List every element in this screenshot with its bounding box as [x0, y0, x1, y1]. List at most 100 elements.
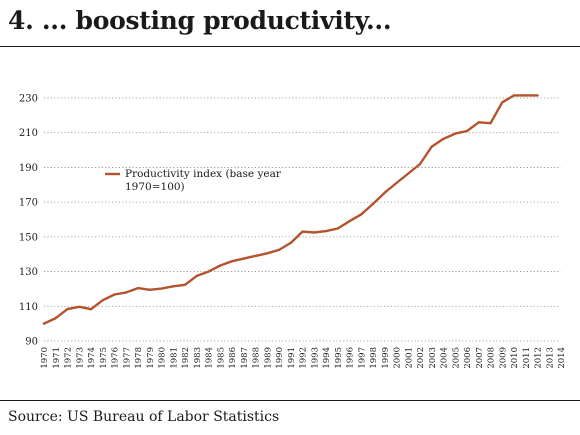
- x-axis-ticks: 1970 1971 1972 1973 1974 1975 1976 1977 1978 1979…: [40, 347, 567, 369]
- x-tick-label-1985: 1985: [216, 347, 226, 369]
- data-point-2010: [512, 94, 516, 97]
- data-point-2004: [442, 137, 445, 140]
- source-note: Source: US Bureau of Labor Statistics: [8, 409, 280, 425]
- data-point-1989: [266, 252, 269, 255]
- data-point-1996: [348, 220, 351, 223]
- x-tick-label-1997: 1997: [357, 347, 367, 369]
- data-point-1997: [360, 213, 363, 216]
- data-point-1994: [324, 230, 328, 233]
- x-tick-label-1994: 1994: [322, 347, 332, 369]
- y-tick-label-170: 170: [19, 198, 38, 209]
- y-tick-label-150: 150: [19, 232, 38, 243]
- x-tick-label-1987: 1987: [240, 347, 250, 369]
- x-tick-label-1970: 1970: [40, 347, 50, 369]
- data-point-1978: [136, 286, 140, 290]
- data-point-2007: [477, 121, 480, 124]
- data-point-1974: [89, 308, 93, 311]
- line-chart: 90 110 130 150 170 190 210 230 1970 1971 1972 1973…: [19, 94, 567, 369]
- x-tick-label-1972: 1972: [64, 347, 74, 369]
- y-tick-label-110: 110: [19, 302, 38, 313]
- footer-rule: [0, 400, 580, 401]
- y-tick-label-190: 190: [19, 163, 38, 174]
- y-tick-label-210: 210: [19, 128, 38, 139]
- x-tick-label-1977: 1977: [122, 347, 132, 369]
- series-line-productivity-index: [42, 94, 539, 325]
- page-title: 4. ... boosting productivity...: [8, 6, 392, 35]
- x-tick-label-2000: 2000: [393, 347, 403, 369]
- data-point-2000: [395, 181, 398, 185]
- x-tick-label-1993: 1993: [310, 347, 320, 369]
- legend: Productivity index (base year 1970=100): [105, 168, 282, 193]
- x-tick-label-1992: 1992: [299, 347, 309, 369]
- data-point-1998: [371, 202, 375, 205]
- data-point-1977: [125, 291, 128, 294]
- data-point-2008: [489, 122, 492, 125]
- x-tick-label-1995: 1995: [334, 347, 344, 369]
- data-point-1981: [172, 285, 175, 288]
- legend-label-line-2: 1970=100): [125, 181, 185, 193]
- x-tick-label-2013: 2013: [545, 347, 555, 369]
- data-point-1984: [207, 270, 210, 273]
- x-tick-label-1982: 1982: [181, 347, 191, 369]
- x-tick-label-2004: 2004: [440, 347, 450, 369]
- data-point-2006: [465, 129, 469, 133]
- data-point-1988: [254, 254, 257, 258]
- data-point-1992: [301, 230, 304, 233]
- x-tick-label-1999: 1999: [381, 347, 391, 369]
- y-axis-ticks: 90 110 130 150 170 190 210 230: [19, 94, 38, 348]
- data-point-1995: [336, 227, 339, 230]
- x-tick-label-1998: 1998: [369, 347, 379, 369]
- x-tick-label-2014: 2014: [557, 347, 567, 369]
- x-tick-label-2001: 2001: [404, 347, 414, 369]
- x-tick-label-1989: 1989: [263, 347, 273, 369]
- gridlines: [44, 97, 561, 342]
- x-tick-label-1990: 1990: [275, 347, 285, 369]
- data-point-1983: [195, 274, 198, 278]
- data-point-1999: [383, 191, 386, 194]
- x-tick-label-2002: 2002: [416, 347, 426, 369]
- series-layer: [42, 94, 539, 325]
- data-point-1975: [101, 299, 104, 302]
- data-point-1990: [277, 248, 281, 251]
- data-point-1993: [313, 231, 316, 234]
- x-tick-label-1976: 1976: [111, 347, 121, 369]
- data-point-1972: [66, 307, 69, 311]
- x-tick-label-1983: 1983: [193, 347, 203, 369]
- x-tick-label-1996: 1996: [346, 347, 356, 369]
- x-tick-label-2009: 2009: [498, 347, 508, 369]
- x-tick-label-1981: 1981: [169, 347, 179, 369]
- x-tick-label-1974: 1974: [87, 347, 97, 369]
- x-tick-label-1973: 1973: [75, 347, 85, 369]
- y-tick-label-90: 90: [25, 337, 38, 348]
- x-tick-label-1984: 1984: [205, 347, 215, 369]
- x-tick-label-1979: 1979: [146, 347, 156, 369]
- x-tick-label-2012: 2012: [534, 347, 544, 369]
- data-point-1973: [78, 305, 81, 308]
- data-point-1970: [42, 322, 46, 325]
- data-point-2005: [454, 132, 457, 135]
- data-point-1980: [160, 287, 163, 290]
- title-rule: [0, 46, 580, 47]
- y-tick-label-130: 130: [19, 267, 38, 278]
- data-point-2001: [407, 172, 410, 175]
- x-tick-label-2003: 2003: [428, 347, 438, 369]
- x-tick-label-1975: 1975: [99, 347, 109, 369]
- x-tick-label-2006: 2006: [463, 347, 473, 369]
- x-tick-label-1971: 1971: [52, 347, 62, 369]
- data-point-1971: [54, 316, 57, 320]
- data-point-1986: [230, 260, 234, 263]
- x-tick-label-1986: 1986: [228, 347, 238, 369]
- x-tick-label-2011: 2011: [522, 347, 532, 369]
- data-point-2012: [536, 94, 539, 97]
- data-point-1976: [113, 293, 116, 296]
- x-tick-label-1978: 1978: [134, 347, 144, 369]
- data-point-2003: [430, 145, 433, 148]
- data-point-2002: [418, 162, 422, 166]
- data-point-2011: [524, 94, 527, 97]
- x-tick-label-2007: 2007: [475, 347, 485, 369]
- data-point-2009: [501, 101, 504, 104]
- x-tick-label-2005: 2005: [451, 347, 461, 369]
- x-tick-label-1980: 1980: [158, 347, 168, 369]
- y-tick-label-230: 230: [19, 94, 38, 105]
- legend-label-line-1: Productivity index (base year: [125, 168, 282, 180]
